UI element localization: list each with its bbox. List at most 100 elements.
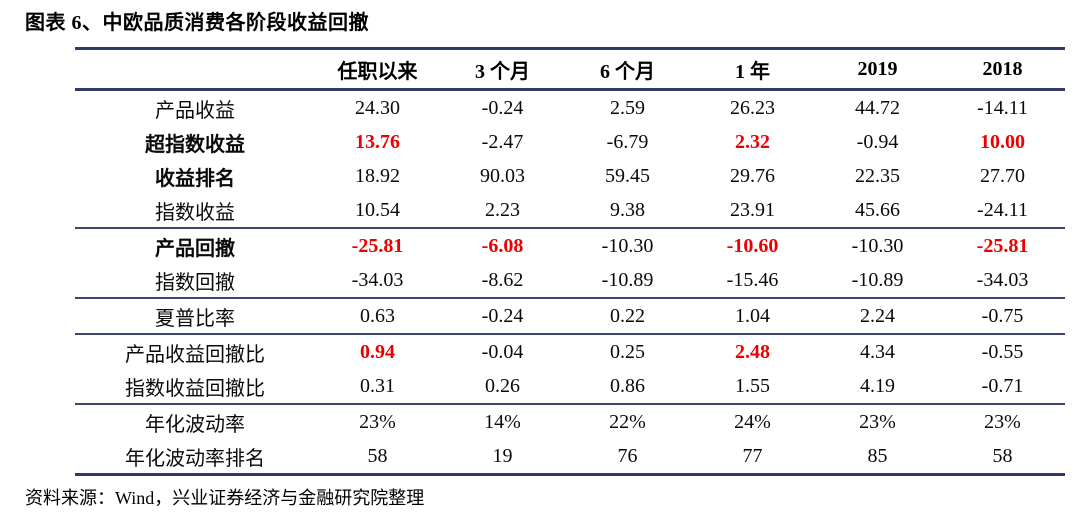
source-note: 资料来源：Wind，兴业证券经济与金融研究院整理: [25, 488, 425, 508]
table-cell: 85: [867, 444, 888, 467]
table-cell: -0.75: [940, 298, 1065, 335]
column-header: 2019: [815, 48, 940, 91]
table-cell: -0.24: [481, 96, 524, 119]
column-header: 1 年: [690, 48, 815, 91]
table-cell: 2.23: [440, 193, 565, 229]
figure-title: 图表 6、中欧品质消费各阶段收益回撤: [25, 12, 369, 34]
table-row: 年化波动率 23% 14% 22% 24% 23% 23%: [75, 404, 1065, 439]
table-header: 任职以来 3 个月 6 个月 1 年 2019 2018: [75, 48, 1065, 91]
table-cell: 59.45: [605, 164, 650, 187]
table-row: 超指数收益 13.76 -2.47 -6.79 2.32 -0.94 10.00: [75, 125, 1065, 159]
table-cell: -10.89: [815, 263, 940, 299]
table-row: 产品收益 24.30 -0.24 2.59 26.23 44.72 -14.11: [75, 90, 1065, 126]
table-cell: 23.91: [690, 193, 815, 229]
column-header: 任职以来: [315, 48, 440, 91]
table-cell: 2.59: [610, 96, 645, 119]
row-label: 超指数收益: [145, 133, 245, 156]
table-cell: 10.54: [315, 193, 440, 229]
corner-cell: [75, 48, 315, 91]
table-cell: 4.19: [815, 369, 940, 405]
table-cell: -34.03: [940, 263, 1065, 299]
table-cell: 4.34: [860, 340, 895, 363]
row-label: 产品收益回撤比: [125, 343, 265, 366]
table-cell: -14.11: [977, 96, 1028, 119]
table-cell: 24.30: [355, 96, 400, 119]
table-cell: -6.79: [606, 130, 649, 153]
row-label: 指数收益回撤比: [75, 369, 315, 405]
table-cell: -10.30: [601, 234, 654, 257]
table-cell: -10.60: [726, 234, 779, 257]
table-cell: 2.24: [815, 298, 940, 335]
table-row: 收益排名 18.92 90.03 59.45 29.76 22.35 27.70: [75, 159, 1065, 193]
table-cell: 27.70: [980, 164, 1025, 187]
table-cell: 10.00: [980, 130, 1025, 153]
column-header: 3 个月: [440, 48, 565, 91]
column-header: 2018: [940, 48, 1065, 91]
table-cell: 0.86: [565, 369, 690, 405]
table-cell: -0.71: [940, 369, 1065, 405]
table-cell: -10.89: [565, 263, 690, 299]
table-cell: 0.25: [610, 340, 645, 363]
row-label: 指数回撤: [75, 263, 315, 299]
row-label: 指数收益: [75, 193, 315, 229]
table-cell: -25.81: [976, 234, 1029, 257]
table-cell: 0.22: [565, 298, 690, 335]
report-page: 图表 6、中欧品质消费各阶段收益回撤 任职以来 3 个月 6 个月 1 年 2019 20…: [0, 8, 1080, 513]
table-cell: 90.03: [480, 164, 525, 187]
table-cell: -0.24: [440, 298, 565, 335]
performance-table: 任职以来 3 个月 6 个月 1 年 2019 2018 产品收益 24.30 -0.24 2.…: [75, 47, 1065, 476]
table-cell: 19: [492, 444, 513, 467]
table-cell: 22%: [609, 410, 646, 433]
table-cell: 0.63: [315, 298, 440, 335]
table-cell: -34.03: [315, 263, 440, 299]
row-label: 年化波动率排名: [125, 447, 265, 470]
table-cell: -25.81: [351, 234, 404, 257]
table-cell: 0.94: [360, 340, 395, 363]
table-cell: -10.30: [851, 234, 904, 257]
table-cell: -8.62: [440, 263, 565, 299]
table-cell: 58: [992, 444, 1013, 467]
table-cell: 13.76: [355, 130, 400, 153]
table-cell: -24.11: [940, 193, 1065, 229]
table-cell: 29.76: [730, 164, 775, 187]
row-label: 产品收益: [155, 99, 235, 122]
table-cell: 26.23: [730, 96, 775, 119]
header-row: 任职以来 3 个月 6 个月 1 年 2019 2018: [75, 48, 1065, 91]
column-header: 6 个月: [565, 48, 690, 91]
table-cell: 76: [617, 444, 638, 467]
table-row: 产品回撤 -25.81 -6.08 -10.30 -10.60 -10.30 -25.81: [75, 228, 1065, 263]
table-cell: 22.35: [855, 164, 900, 187]
table-row: 夏普比率 0.63 -0.24 0.22 1.04 2.24 -0.75: [75, 298, 1065, 335]
table-cell: 24%: [734, 410, 771, 433]
table-row: 指数收益 10.54 2.23 9.38 23.91 45.66 -24.11: [75, 193, 1065, 229]
table-cell: 45.66: [815, 193, 940, 229]
table-cell: -0.55: [981, 340, 1024, 363]
table-cell: -0.94: [856, 130, 899, 153]
table-cell: 23%: [859, 410, 896, 433]
table-row: 指数收益回撤比 0.31 0.26 0.86 1.55 4.19 -0.71: [75, 369, 1065, 405]
row-label: 夏普比率: [75, 298, 315, 335]
table-cell: 1.04: [690, 298, 815, 335]
table-row: 年化波动率排名 58 19 76 77 85 58: [75, 439, 1065, 475]
table-cell: 14%: [484, 410, 521, 433]
row-label: 年化波动率: [145, 413, 245, 436]
table-cell: -0.04: [481, 340, 524, 363]
table-row: 指数回撤 -34.03 -8.62 -10.89 -15.46 -10.89 -34.03: [75, 263, 1065, 299]
table-cell: 23%: [359, 410, 396, 433]
table-cell: 18.92: [355, 164, 400, 187]
table-cell: -15.46: [690, 263, 815, 299]
table-cell: 0.26: [440, 369, 565, 405]
table-cell: 1.55: [690, 369, 815, 405]
table-cell: -2.47: [481, 130, 524, 153]
row-label: 收益排名: [155, 167, 235, 190]
table-cell: 0.31: [315, 369, 440, 405]
table-row: 产品收益回撤比 0.94 -0.04 0.25 2.48 4.34 -0.55: [75, 334, 1065, 369]
table-cell: -6.08: [481, 234, 524, 257]
table-cell: 44.72: [855, 96, 900, 119]
table-cell: 58: [367, 444, 388, 467]
table-cell: 9.38: [565, 193, 690, 229]
table-body: 产品收益 24.30 -0.24 2.59 26.23 44.72 -14.11 超指数收益 1…: [75, 90, 1065, 475]
row-label: 产品回撤: [155, 237, 235, 260]
table-cell: 77: [742, 444, 763, 467]
table-cell: 23%: [984, 410, 1021, 433]
